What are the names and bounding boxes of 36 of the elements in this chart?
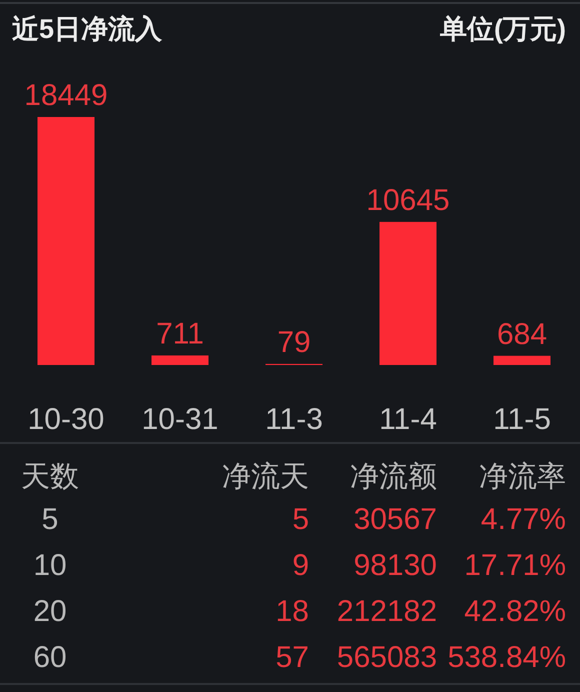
bar bbox=[494, 356, 550, 365]
text: 212182 bbox=[336, 595, 437, 628]
bar bbox=[380, 222, 436, 365]
data-label: 18449 bbox=[24, 79, 108, 112]
text: 17.71% bbox=[464, 549, 566, 582]
text: 538.84% bbox=[448, 641, 566, 674]
text: 18 bbox=[276, 595, 309, 628]
text: 42.82% bbox=[464, 595, 566, 628]
text: 天数 bbox=[21, 461, 79, 493]
text: 净流额 bbox=[350, 461, 437, 493]
text: 5 bbox=[42, 503, 58, 536]
data-label: 79 bbox=[277, 326, 311, 359]
data-label: 684 bbox=[496, 318, 548, 351]
text: 10 bbox=[33, 549, 67, 582]
text: 57 bbox=[276, 641, 309, 674]
x-tick-label: 11-3 bbox=[265, 403, 323, 436]
text: 9 bbox=[292, 549, 309, 582]
x-tick-label: 10-31 bbox=[142, 403, 218, 436]
text: 4.77% bbox=[480, 503, 566, 536]
x-tick-label: 11-4 bbox=[379, 403, 437, 436]
text: 净流率 bbox=[479, 461, 566, 493]
text: 净流天 bbox=[222, 461, 309, 493]
text: 30567 bbox=[354, 503, 437, 536]
bar bbox=[38, 117, 94, 365]
data-label: 10645 bbox=[366, 184, 450, 217]
x-tick-label: 10-30 bbox=[28, 403, 104, 436]
text: 98130 bbox=[354, 549, 437, 582]
text: 5 bbox=[292, 503, 309, 536]
chart-title: 近5日净流入 bbox=[12, 14, 164, 44]
text: 565083 bbox=[336, 641, 437, 674]
text: 20 bbox=[33, 595, 67, 628]
bar bbox=[152, 355, 208, 365]
data-label: 711 bbox=[156, 317, 204, 350]
chart-subtitle: 单位(万元) bbox=[439, 14, 566, 44]
x-tick-label: 11-5 bbox=[493, 403, 551, 436]
text: 60 bbox=[33, 641, 67, 674]
